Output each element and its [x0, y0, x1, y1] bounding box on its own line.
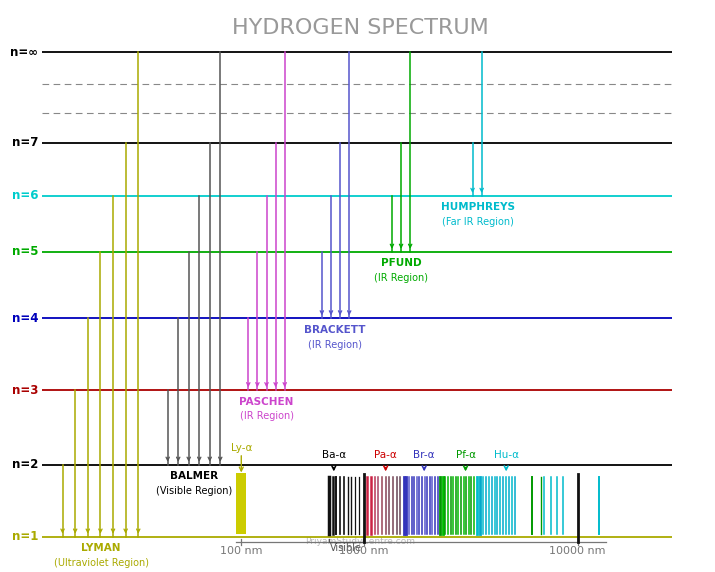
Text: (Far IR Region): (Far IR Region) [442, 217, 514, 227]
Bar [237, 472, 246, 534]
Text: PASCHEN: PASCHEN [240, 396, 294, 407]
Text: HYDROGEN SPECTRUM: HYDROGEN SPECTRUM [232, 18, 489, 38]
Text: Br-α: Br-α [413, 450, 435, 460]
Text: Ly-α: Ly-α [231, 443, 252, 453]
Text: PriyamStudyCentre.com: PriyamStudyCentre.com [305, 537, 415, 546]
Text: (Ultraviolet Region): (Ultraviolet Region) [54, 558, 149, 568]
Text: 1000 nm: 1000 nm [339, 546, 389, 556]
Text: (IR Region): (IR Region) [240, 411, 293, 422]
Text: n=7: n=7 [11, 136, 38, 149]
Text: (Visible Region): (Visible Region) [156, 486, 232, 496]
Text: n=3: n=3 [11, 384, 38, 396]
Text: Ba-α: Ba-α [322, 450, 346, 460]
Text: BALMER: BALMER [170, 471, 218, 481]
Text: n=6: n=6 [11, 189, 38, 202]
Text: 100 nm: 100 nm [220, 546, 262, 556]
Text: PFUND: PFUND [381, 258, 421, 268]
Text: BRACKETT: BRACKETT [305, 325, 366, 335]
Text: Hu-α: Hu-α [493, 450, 518, 460]
Text: n=5: n=5 [11, 245, 38, 258]
Text: 10000 nm: 10000 nm [549, 546, 606, 556]
Text: n=1: n=1 [11, 530, 38, 543]
Text: Visible: Visible [330, 543, 362, 554]
Text: n=2: n=2 [11, 458, 38, 471]
Text: LYMAN: LYMAN [82, 543, 121, 553]
Text: (IR Region): (IR Region) [374, 273, 428, 283]
Text: HUMPHREYS: HUMPHREYS [441, 202, 515, 212]
Text: (IR Region): (IR Region) [308, 340, 363, 349]
Text: Pa-α: Pa-α [374, 450, 397, 460]
Text: n=4: n=4 [11, 312, 38, 325]
Text: n=∞: n=∞ [10, 46, 38, 58]
Text: Pf-α: Pf-α [455, 450, 475, 460]
